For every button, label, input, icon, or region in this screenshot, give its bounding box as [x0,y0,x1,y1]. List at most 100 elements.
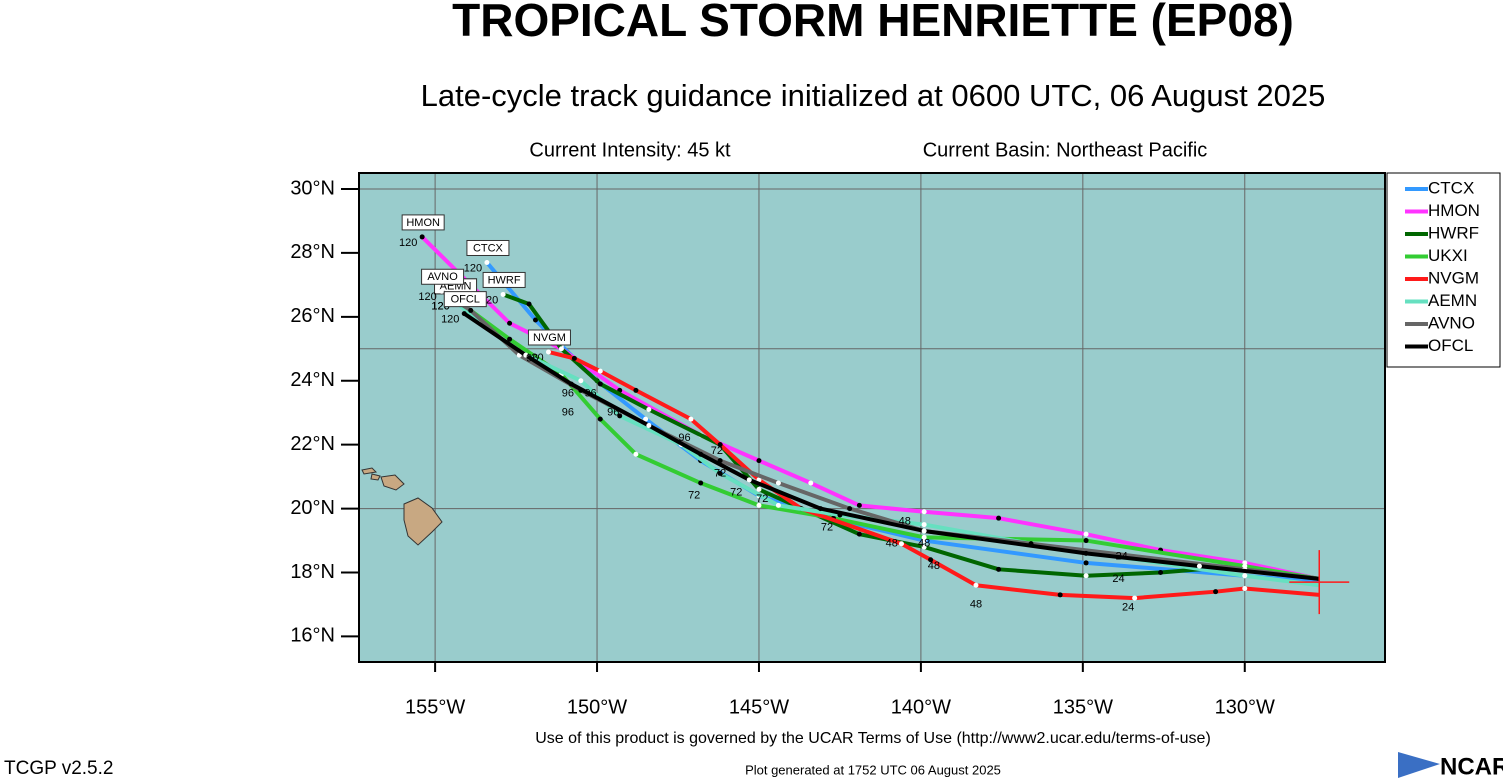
track-point [646,407,652,413]
track-point [756,502,762,508]
track-point [1242,573,1248,579]
track-point [597,368,603,374]
track-point [1083,531,1089,537]
model-box [443,291,487,308]
logo: NCAR [1440,753,1503,780]
hour-label: 48 [918,538,930,550]
legend-label: CTCX [1428,178,1474,197]
hour-label: 72 [821,522,833,534]
track-point [973,582,979,588]
track-point [526,301,532,307]
y-tick-label: 18°N [290,561,335,583]
x-tick-label: 150°W [567,696,627,718]
track-point [1242,585,1248,591]
track-point [1158,570,1164,576]
legend-label: NVGM [1428,268,1479,287]
hour-label: 96 [562,387,574,399]
hour-label: 96 [526,352,538,364]
model-box [421,268,465,285]
track-point [1057,592,1063,598]
y-tick-label: 24°N [290,369,335,391]
legend-label: OFCL [1428,336,1473,355]
model-label: CTCX [473,242,504,254]
version: TCGP v2.5.2 [4,758,113,779]
hour-label: 72 [688,490,700,502]
title: TROPICAL STORM HENRIETTE (EP08) [452,0,1294,46]
track-point [633,387,639,393]
ocean [359,173,1385,662]
track-point [698,480,704,486]
hour-label: 72 [711,445,723,457]
track-point [419,234,425,240]
track-point [756,486,762,492]
track-point [533,317,539,323]
track-point [468,307,474,313]
track-point [1196,563,1202,569]
hour-label: 48 [928,560,940,572]
legend-label: HWRF [1428,223,1479,242]
track-point [808,480,814,486]
intensity: Current Intensity: 45 kt [529,139,731,161]
model-label: HWRF [488,274,521,286]
track-point [558,346,564,352]
track-point [643,416,649,422]
x-tick-label: 130°W [1215,696,1275,718]
model-label: OFCL [451,294,480,306]
track-point [996,515,1002,521]
hour-label: 96 [678,432,690,444]
logo-mark [1398,752,1440,778]
track-point [698,451,704,457]
model-label: AVNO [427,271,458,283]
track-point [1132,595,1138,601]
track-point [921,534,927,540]
x-tick-label: 155°W [405,696,465,718]
track-point [1213,589,1219,595]
y-tick-label: 16°N [290,625,335,647]
hour-label: 96 [562,407,574,419]
track-point [756,477,762,483]
hour-label: 72 [756,493,768,505]
model-label: HMON [406,217,440,229]
track-point [507,320,513,326]
track-point [928,557,934,563]
track-point [756,458,762,464]
track-point [578,378,584,384]
track-point [1083,573,1089,579]
track-point [1083,560,1089,566]
track-point [633,451,639,457]
track-point [856,531,862,537]
track-point [921,522,927,528]
hour-label: 24 [1112,573,1124,585]
track-point [1083,550,1089,556]
track-point [856,502,862,508]
x-tick-label: 135°W [1053,696,1113,718]
legend-label: HMON [1428,201,1480,220]
plot: CTCX120HMON120HWRF120UKXI120NVGM120AEMN1… [359,173,1385,662]
legend-label: AEMN [1428,291,1477,310]
track-point [646,422,652,428]
track-point [775,502,781,508]
hour-label: 96 [584,387,596,399]
track-point [1083,538,1089,544]
track-point [617,413,623,419]
y-tick-label: 28°N [290,241,335,263]
hour-label: 48 [899,515,911,527]
track-point [847,506,853,512]
end-label: 120 [464,262,482,274]
track-point [571,355,577,361]
hour-label: 24 [1116,550,1128,562]
track-point [996,566,1002,572]
legend [1386,172,1501,368]
end-label: 120 [399,237,417,249]
track-point [507,336,513,342]
model-box [401,214,445,231]
track-point [545,349,551,355]
hour-label: 72 [714,467,726,479]
basin: Current Basin: Northeast Pacific [923,139,1208,161]
track-point [775,480,781,486]
hour-label: 72 [730,487,742,499]
model-box [527,329,571,346]
y-tick-label: 30°N [290,177,335,199]
track-point [921,509,927,515]
